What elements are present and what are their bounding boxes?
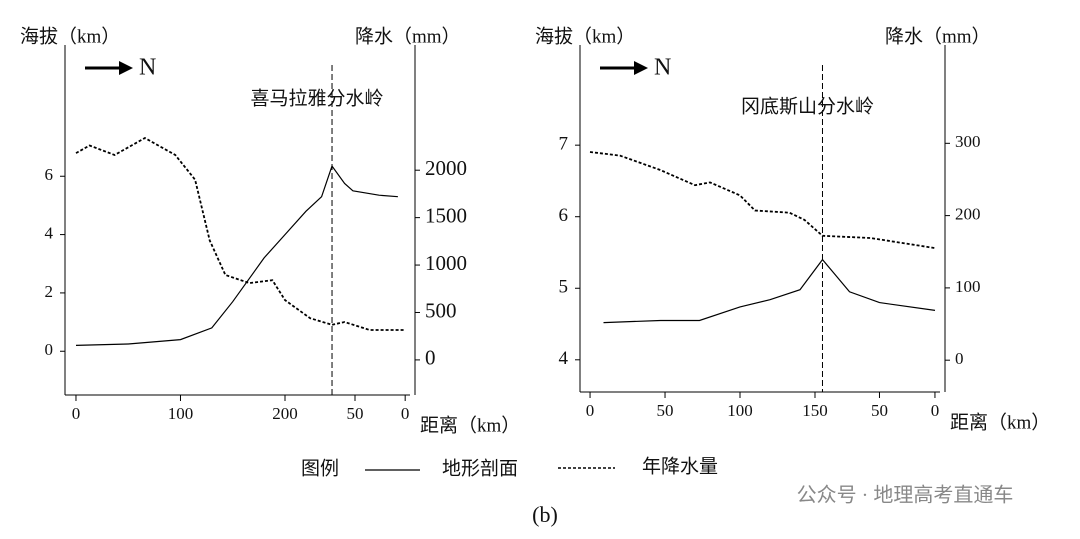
arrow-head [634,61,648,75]
y-tick-label: 4 [559,348,569,369]
y2-tick-label: 500 [425,298,457,322]
y-tick-label: 2 [45,282,54,301]
direction: N [654,55,671,81]
precipitation-line [589,151,936,249]
y-tick-label: 7 [559,134,569,155]
arrow-head [119,61,133,75]
y-axis-label: 海拔（km） [20,25,120,47]
x-axis-label: 距离（km） [950,411,1050,433]
caption: (b) [532,502,558,527]
y2-tick-label: 300 [955,132,981,151]
x-tick-label: 0 [401,404,410,423]
y2-axis-label: 降水（mm） [355,25,461,47]
x-tick-label: 150 [802,401,828,420]
x-tick-label: 100 [168,404,194,423]
y-tick-label: 0 [45,340,54,359]
y2-axis-label: 降水（mm） [885,25,991,47]
terrain-line [603,258,936,324]
precipitation-line [75,136,406,331]
legend-title: 图例 [301,457,339,479]
y-tick-label: 6 [45,165,54,184]
x-tick-label: 50 [871,401,888,420]
x-tick-label: 0 [72,404,81,423]
x-axis-label: 距离（km） [420,414,520,436]
y2-tick-label: 1000 [425,251,467,275]
y2-tick-label: 200 [955,205,981,224]
y-tick-label: 6 [559,205,569,226]
y2-tick-label: 2000 [425,156,467,180]
direction: N [139,55,156,81]
annotation: 喜马拉雅分水岭 [251,87,384,109]
terrain-line [75,164,398,346]
x-tick-label: 200 [272,404,298,423]
x-tick-label: 0 [586,401,595,420]
x-tick-label: 50 [657,401,674,420]
y2-tick-label: 1500 [425,203,467,227]
annotation: 冈底斯山分水岭 [741,95,874,117]
watermark: 公众号 · 地理高考直通车 [797,484,1014,507]
y-axis-label: 海拔（km） [535,25,635,47]
y2-tick-label: 0 [425,346,436,370]
x-tick-label: 100 [727,401,753,420]
y2-tick-label: 100 [955,277,981,296]
legend-entry: 地形剖面 [442,457,518,479]
x-tick-label: 0 [931,401,940,420]
x-tick-label: 50 [347,404,364,423]
y-tick-label: 5 [559,277,569,298]
y-tick-label: 4 [45,223,54,242]
legend-entry: 年降水量 [642,455,718,477]
y2-tick-label: 0 [955,349,964,368]
